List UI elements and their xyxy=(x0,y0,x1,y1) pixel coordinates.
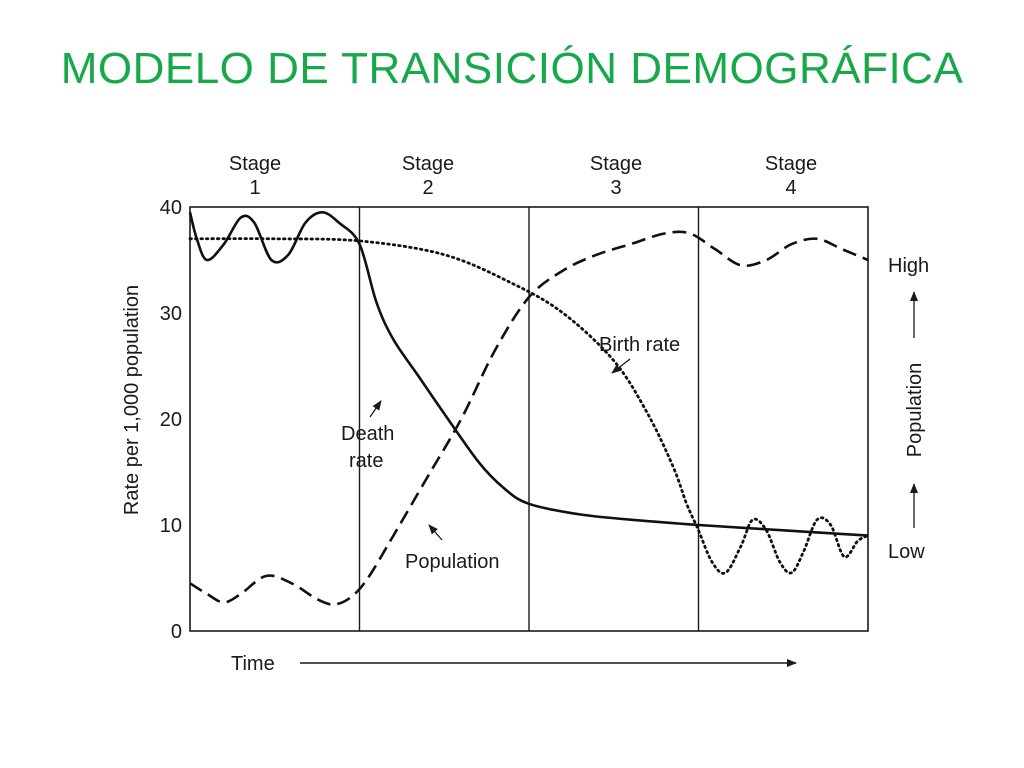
stage-labels: Stage 1 Stage 2 Stage 3 Stage 4 xyxy=(229,153,817,199)
stage-3-label-num: 3 xyxy=(610,177,621,199)
stage-3-label-top: Stage xyxy=(590,153,642,175)
stage-1-label-num: 1 xyxy=(249,177,260,199)
y-tick-label: 30 xyxy=(160,303,182,325)
annotation-death-rate-arrow xyxy=(369,400,382,418)
right-axis-label: Population xyxy=(904,363,926,458)
stage-4-label-num: 4 xyxy=(785,177,796,199)
series-line-population xyxy=(189,230,869,606)
y-tick-label: 10 xyxy=(160,515,182,537)
annotation-death-rate-line2: rate xyxy=(349,450,383,472)
series-line-death-rate xyxy=(188,210,869,537)
y-axis-ticks: 0 10 20 30 40 xyxy=(160,197,182,643)
x-axis-label: Time xyxy=(231,653,275,675)
y-axis-label: Rate per 1,000 population xyxy=(121,285,143,515)
stage-2-label-num: 2 xyxy=(422,177,433,199)
slide-title: MODELO DE TRANSICIÓN DEMOGRÁFICA xyxy=(60,44,964,93)
series-line-birth-rate xyxy=(188,237,870,575)
y-tick-label: 40 xyxy=(160,197,182,219)
right-axis-low-label: Low xyxy=(888,541,925,563)
stage-2-label-top: Stage xyxy=(402,153,454,175)
annotation-birth-rate: Birth rate xyxy=(599,334,680,356)
annotation-birth-rate-arrow xyxy=(611,358,631,374)
annotation-population-arrow xyxy=(428,524,443,541)
right-axis-high-label: High xyxy=(888,255,929,277)
y-tick-label: 0 xyxy=(171,621,182,643)
annotation-population: Population xyxy=(405,551,500,573)
stage-1-label-top: Stage xyxy=(229,153,281,175)
stage-4-label-top: Stage xyxy=(765,153,817,175)
series-layer xyxy=(188,210,870,606)
y-tick-label: 20 xyxy=(160,409,182,431)
stage-boundaries xyxy=(358,207,700,631)
annotation-death-rate-line1: Death xyxy=(341,423,394,445)
